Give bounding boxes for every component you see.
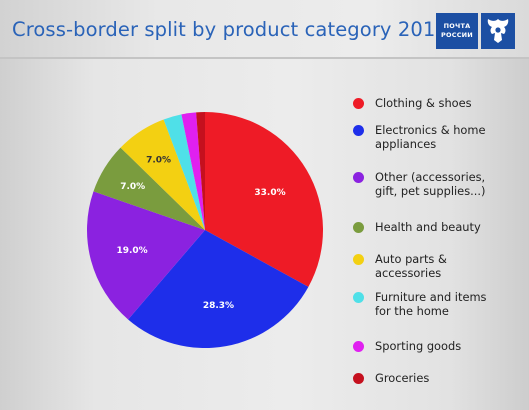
legend-label-furniture-and-items-for-the-home: Furniture and items for the home <box>375 290 487 318</box>
legend-swatch-furniture-and-items-for-the-home <box>353 292 364 303</box>
page-title: Cross-border split by product category 2… <box>12 18 448 41</box>
logo-line-1: ПОЧТА <box>443 22 471 30</box>
data-label-health-and-beauty: 7.0% <box>120 182 145 192</box>
legend-label-clothing-shoes: Clothing & shoes <box>375 96 472 110</box>
legend-swatch-other-accessories-gift-pet-supplies <box>353 172 364 183</box>
pie-slice-furniture-and-items-for-the-home <box>163 114 205 230</box>
legend-label-health-and-beauty: Health and beauty <box>375 220 481 234</box>
pie-slice-electronics-home-appliances <box>128 230 309 348</box>
legend-swatch-sporting-goods <box>353 341 364 352</box>
pie-slice-other-accessories-gift-pet-supplies <box>87 191 205 320</box>
pie-slice-sporting-goods <box>181 112 205 230</box>
legend-label-auto-parts-accessories: Auto parts & accessories <box>375 252 447 280</box>
legend-label-groceries: Groceries <box>375 371 430 385</box>
data-label-electronics-home-appliances: 28.3% <box>203 301 234 311</box>
legend-swatch-clothing-shoes <box>353 98 364 109</box>
pie-slice-health-and-beauty <box>93 147 205 230</box>
legend-label-sporting-goods: Sporting goods <box>375 339 462 353</box>
pie-slice-auto-parts-accessories <box>120 119 205 230</box>
pie-slice-clothing-shoes <box>205 112 324 287</box>
data-label-clothing-shoes: 33.0% <box>254 188 285 198</box>
slide-header: Cross-border split by product category 2… <box>0 0 529 58</box>
logo-line-2: РОССИИ <box>441 31 473 39</box>
legend-label-electronics-home-appliances: Electronics & home appliances <box>375 123 486 151</box>
pie-slice-groceries <box>196 112 205 230</box>
data-label-auto-parts-accessories: 7.0% <box>146 155 171 165</box>
legend-swatch-auto-parts-accessories <box>353 254 364 265</box>
double-headed-eagle-icon <box>481 13 515 49</box>
legend-swatch-groceries <box>353 373 364 384</box>
legend-swatch-health-and-beauty <box>353 222 364 233</box>
russian-post-logo: ПОЧТА РОССИИ <box>436 13 516 51</box>
pie-chart: 33.0% 28.3% 19.0% 7.0% 7.0% <box>87 112 324 348</box>
legend-label-other-accessories-gift-pet-supplies: Other (accessories, gift, pet supplies..… <box>375 170 486 198</box>
logo-text-box: ПОЧТА РОССИИ <box>436 13 478 49</box>
header-divider <box>0 57 529 59</box>
legend-swatch-electronics-home-appliances <box>353 125 364 136</box>
data-label-other-accessories-gift-pet-supplies: 19.0% <box>116 246 147 256</box>
